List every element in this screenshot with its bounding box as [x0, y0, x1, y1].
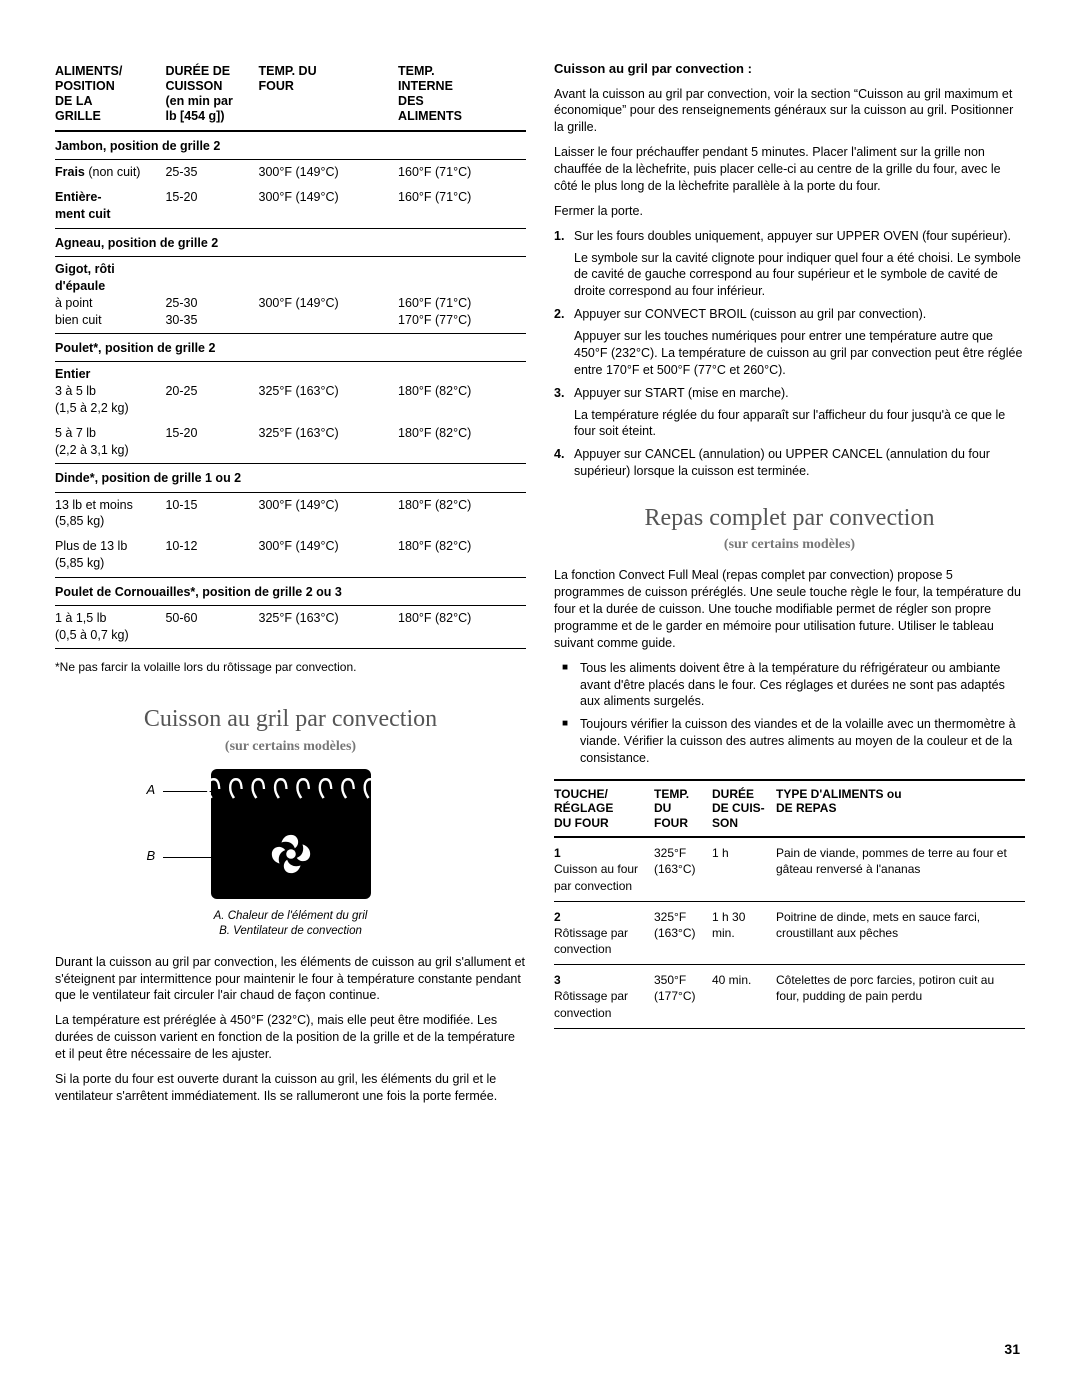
table-cell: 300°F (149°C) — [259, 160, 399, 185]
table-cell: 10-12 — [165, 534, 258, 576]
diagram-label-b: B — [147, 847, 156, 865]
heading-repas-complet: Repas complet par convection — [554, 502, 1025, 534]
caption-a: A. Chaleur de l'élément du gril — [214, 910, 368, 922]
para-right-1: Avant la cuisson au gril par convection,… — [554, 86, 1025, 137]
table-cell: 160°F (71°C)170°F (77°C) — [398, 256, 526, 332]
oven-diagram: A B ᢉᢉᢉᢉᢉᢉᢉᢉ — [211, 769, 371, 899]
table-cell: 15-20 — [165, 421, 258, 463]
table-cell: 180°F (82°C) — [398, 534, 526, 576]
para-right-3: Fermer la porte. — [554, 203, 1025, 220]
table-cell: Frais (non cuit) — [55, 160, 165, 185]
oven-box: ᢉᢉᢉᢉᢉᢉᢉᢉ — [211, 769, 371, 899]
table-cell: 350°F(177°C) — [654, 965, 712, 1029]
table-cell: 300°F (149°C) — [259, 256, 399, 332]
table-cell: Entier3 à 5 lb(1,5 à 2,2 kg) — [55, 362, 165, 421]
para-right-2: Laisser le four préchauffer pendant 5 mi… — [554, 144, 1025, 195]
table-cell: 180°F (82°C) — [398, 362, 526, 421]
para-left-2: La température est préréglée à 450°F (23… — [55, 1012, 526, 1063]
th2-touche: TOUCHE/RÉGLAGEDU FOUR — [554, 780, 654, 837]
para-repas-intro: La fonction Convect Full Meal (repas com… — [554, 567, 1025, 651]
step-item: 4.Appuyer sur CANCEL (annulation) ou UPP… — [554, 446, 1025, 480]
th-temp-int: TEMP.INTERNEDESALIMENTS — [398, 60, 526, 131]
broil-element-icon: ᢉᢉᢉᢉᢉᢉᢉᢉ — [211, 777, 371, 807]
table-cell: 160°F (71°C) — [398, 160, 526, 185]
caption-b: B. Ventilateur de convection — [219, 925, 362, 937]
table-cell: 15-20 — [165, 185, 258, 227]
th-aliments: ALIMENTS/POSITIONDE LAGRILLE — [55, 60, 165, 131]
table-cell: 180°F (82°C) — [398, 605, 526, 647]
table-cell: 1 à 1,5 lb(0,5 à 0,7 kg) — [55, 605, 165, 647]
section-header: Dinde*, position de grille 1 ou 2 — [55, 464, 526, 491]
table-cell: 10-15 — [165, 492, 258, 534]
table-cell: Côtelettes de porc farcies, potiron cuit… — [776, 965, 1025, 1029]
bullet-item: Tous les aliments doivent être à la temp… — [554, 660, 1025, 711]
th2-duree: DURÉEDE CUIS-SON — [712, 780, 776, 837]
bullet-item: Toujours vérifier la cuisson des viandes… — [554, 716, 1025, 767]
page-number: 31 — [1004, 1340, 1020, 1359]
table-cell: 325°F(163°C) — [654, 901, 712, 965]
table-cell: Pain de viande, pommes de terre au four … — [776, 837, 1025, 901]
table-cell: 325°F (163°C) — [259, 605, 399, 647]
section-header: Poulet*, position de grille 2 — [55, 333, 526, 360]
table-cell: 180°F (82°C) — [398, 492, 526, 534]
step-item: 3.Appuyer sur START (mise en marche).La … — [554, 385, 1025, 441]
table-cell: Plus de 13 lb(5,85 kg) — [55, 534, 165, 576]
table-cell: Entière-ment cuit — [55, 185, 165, 227]
table-cell: 50-60 — [165, 605, 258, 647]
full-meal-table: TOUCHE/RÉGLAGEDU FOUR TEMP.DUFOUR DURÉED… — [554, 779, 1025, 1029]
subhead-cuisson-gril-proc: Cuisson au gril par convection : — [554, 60, 1025, 78]
table-cell: 5 à 7 lb(2,2 à 3,1 kg) — [55, 421, 165, 463]
step-item: 1.Sur les fours doubles uniquement, appu… — [554, 228, 1025, 301]
para-left-3: Si la porte du four est ouverte durant l… — [55, 1071, 526, 1105]
subhead-models-2: (sur certains modèles) — [554, 536, 1025, 555]
cooking-times-table: ALIMENTS/POSITIONDE LAGRILLE DURÉE DECUI… — [55, 60, 526, 649]
section-header: Jambon, position de grille 2 — [55, 131, 526, 159]
table-cell: 20-25 — [165, 362, 258, 421]
para-left-1: Durant la cuisson au gril par convection… — [55, 954, 526, 1005]
th-temp-four: TEMP. DUFOUR — [259, 60, 399, 131]
table-cell: Gigot, rôti d'épauleà pointbien cuit — [55, 256, 165, 332]
th2-type: TYPE D'ALIMENTS ouDE REPAS — [776, 780, 1025, 837]
table-cell: 40 min. — [712, 965, 776, 1029]
table-cell: 3Rôtissage par convection — [554, 965, 654, 1029]
table-cell: 325°F (163°C) — [259, 421, 399, 463]
table-cell: 1 h — [712, 837, 776, 901]
table-cell: 180°F (82°C) — [398, 421, 526, 463]
steps-list: 1.Sur les fours doubles uniquement, appu… — [554, 228, 1025, 480]
table-cell: 325°F(163°C) — [654, 837, 712, 901]
table-cell: 300°F (149°C) — [259, 492, 399, 534]
section-header: Agneau, position de grille 2 — [55, 228, 526, 255]
table-cell: 25-35 — [165, 160, 258, 185]
step-item: 2.Appuyer sur CONVECT BROIL (cuisson au … — [554, 306, 1025, 379]
table-cell: 325°F (163°C) — [259, 362, 399, 421]
subhead-models-1: (sur certains modèles) — [55, 738, 526, 757]
repas-bullets: Tous les aliments doivent être à la temp… — [554, 660, 1025, 767]
diagram-label-a: A — [147, 781, 156, 799]
table-cell: 300°F (149°C) — [259, 185, 399, 227]
table-cell: 160°F (71°C) — [398, 185, 526, 227]
heading-cuisson-gril: Cuisson au gril par convection — [55, 703, 526, 735]
th-duree: DURÉE DECUISSON(en min parlb [454 g]) — [165, 60, 258, 131]
table-cell: 300°F (149°C) — [259, 534, 399, 576]
table-cell: 1Cuisson au four par convection — [554, 837, 654, 901]
th2-temp: TEMP.DUFOUR — [654, 780, 712, 837]
convection-fan-icon — [268, 831, 314, 877]
table-cell: 25-3030-35 — [165, 256, 258, 332]
table-cell: 2Rôtissage par convection — [554, 901, 654, 965]
section-header: Poulet de Cornouailles*, position de gri… — [55, 577, 526, 604]
table-cell: 1 h 30 min. — [712, 901, 776, 965]
table-cell: 13 lb et moins(5,85 kg) — [55, 492, 165, 534]
table-footnote: *Ne pas farcir la volaille lors du rôtis… — [55, 659, 526, 675]
table-cell: Poitrine de dinde, mets en sauce farci, … — [776, 901, 1025, 965]
